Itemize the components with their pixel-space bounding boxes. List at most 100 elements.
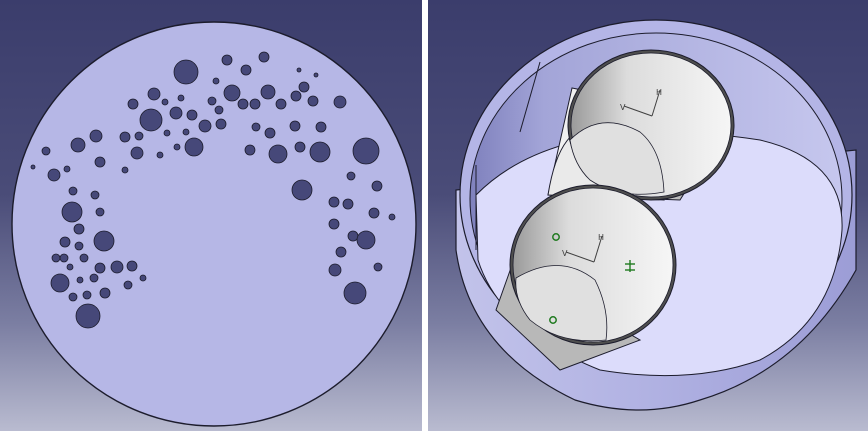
disc-hole[interactable] xyxy=(223,84,241,102)
disc-hole[interactable] xyxy=(309,141,331,163)
disc-hole[interactable] xyxy=(169,106,183,120)
disc-hole[interactable] xyxy=(74,241,84,251)
disc-hole[interactable] xyxy=(307,95,319,107)
disc-hole[interactable] xyxy=(258,51,270,63)
disc-hole[interactable] xyxy=(73,223,85,235)
disc-hole[interactable] xyxy=(186,109,198,121)
disc-hole[interactable] xyxy=(119,131,131,143)
disc-hole[interactable] xyxy=(346,171,356,181)
disc-hole[interactable] xyxy=(373,262,383,272)
disc-hole[interactable] xyxy=(30,164,36,170)
disc-hole[interactable] xyxy=(59,253,69,263)
disc-hole[interactable] xyxy=(147,87,161,101)
disc-hole[interactable] xyxy=(298,81,310,93)
disc-hole[interactable] xyxy=(173,59,199,85)
disc-hole[interactable] xyxy=(237,98,249,110)
disc-hole[interactable] xyxy=(296,67,302,73)
disc-hole[interactable] xyxy=(82,290,92,300)
disc-hole[interactable] xyxy=(75,303,101,329)
disc-hole[interactable] xyxy=(368,207,380,219)
disc-hole[interactable] xyxy=(51,253,61,263)
disc-hole[interactable] xyxy=(127,98,139,110)
point-marker-icon[interactable] xyxy=(549,316,557,324)
disc-hole[interactable] xyxy=(139,274,147,282)
disc-hole[interactable] xyxy=(161,98,169,106)
disc-hole[interactable] xyxy=(260,84,276,100)
disc-hole[interactable] xyxy=(89,273,99,283)
disc-hole[interactable] xyxy=(352,137,380,165)
disc-hole[interactable] xyxy=(221,54,233,66)
disc-hole[interactable] xyxy=(240,64,252,76)
disc-hole[interactable] xyxy=(94,262,106,274)
disc-hole[interactable] xyxy=(94,156,106,168)
disc-hole[interactable] xyxy=(356,230,376,250)
disc-hole[interactable] xyxy=(313,72,319,78)
disc-hole[interactable] xyxy=(68,292,78,302)
disc-hole[interactable] xyxy=(121,166,129,174)
disc-hole[interactable] xyxy=(110,260,124,274)
disc-hole[interactable] xyxy=(212,77,220,85)
disc-hole[interactable] xyxy=(294,141,306,153)
disc-hole[interactable] xyxy=(207,96,217,106)
disc-hole[interactable] xyxy=(315,121,327,133)
disc-hole[interactable] xyxy=(249,98,261,110)
perforated-disc[interactable] xyxy=(11,21,417,427)
disc-hole[interactable] xyxy=(123,280,133,290)
disc-hole[interactable] xyxy=(173,143,181,151)
lower-tube[interactable]: H V xyxy=(495,184,677,371)
disc-hole[interactable] xyxy=(328,263,342,277)
disc-hole[interactable] xyxy=(99,287,111,299)
disc-hole[interactable] xyxy=(268,144,288,164)
disc-hole[interactable] xyxy=(291,179,313,201)
disc-hole[interactable] xyxy=(177,94,185,102)
axis-system-icon: H V xyxy=(562,233,604,263)
disc-hole[interactable] xyxy=(93,230,115,252)
disc-hole[interactable] xyxy=(342,198,354,210)
disc-hole[interactable] xyxy=(47,168,61,182)
disc-hole[interactable] xyxy=(328,196,340,208)
left-3d-viewport[interactable] xyxy=(0,0,422,431)
disc-hole[interactable] xyxy=(333,95,347,109)
disc-hole[interactable] xyxy=(289,120,301,132)
disc-hole[interactable] xyxy=(198,119,212,133)
disc-hole[interactable] xyxy=(214,105,224,115)
upper-tube[interactable]: H V xyxy=(547,49,735,201)
disc-hole[interactable] xyxy=(347,230,359,242)
disc-hole[interactable] xyxy=(182,128,190,136)
disc-hole[interactable] xyxy=(130,146,144,160)
disc-hole[interactable] xyxy=(184,137,204,157)
disc-hole[interactable] xyxy=(156,151,164,159)
disc-hole[interactable] xyxy=(126,260,138,272)
disc-hole[interactable] xyxy=(66,263,74,271)
disc-hole[interactable] xyxy=(343,281,367,305)
disc-hole[interactable] xyxy=(290,90,302,102)
disc-hole[interactable] xyxy=(244,144,256,156)
disc-hole[interactable] xyxy=(95,207,105,217)
disc-hole[interactable] xyxy=(275,98,287,110)
disc-hole[interactable] xyxy=(70,137,86,153)
disc-hole[interactable] xyxy=(50,273,70,293)
disc-hole[interactable] xyxy=(371,180,383,192)
disc-hole[interactable] xyxy=(215,118,227,130)
constraint-symbol-icon[interactable] xyxy=(625,260,635,272)
disc-hole[interactable] xyxy=(68,186,78,196)
right-3d-viewport[interactable]: H V H V xyxy=(428,0,868,431)
disc-hole[interactable] xyxy=(264,127,276,139)
disc-hole[interactable] xyxy=(139,108,163,132)
disc-hole[interactable] xyxy=(335,246,347,258)
disc-hole[interactable] xyxy=(163,129,171,137)
disc-hole[interactable] xyxy=(251,122,261,132)
disc-hole[interactable] xyxy=(79,253,89,263)
disc-hole[interactable] xyxy=(89,129,103,143)
disc-hole[interactable] xyxy=(61,201,83,223)
point-marker-icon[interactable] xyxy=(552,233,560,241)
disc-hole[interactable] xyxy=(134,131,144,141)
disc-hole[interactable] xyxy=(90,190,100,200)
disc-hole[interactable] xyxy=(328,218,340,230)
axis-v-label-2: V xyxy=(562,249,568,258)
disc-hole[interactable] xyxy=(41,146,51,156)
disc-hole[interactable] xyxy=(76,276,84,284)
disc-hole[interactable] xyxy=(388,213,396,221)
disc-hole[interactable] xyxy=(63,165,71,173)
disc-hole[interactable] xyxy=(59,236,71,248)
